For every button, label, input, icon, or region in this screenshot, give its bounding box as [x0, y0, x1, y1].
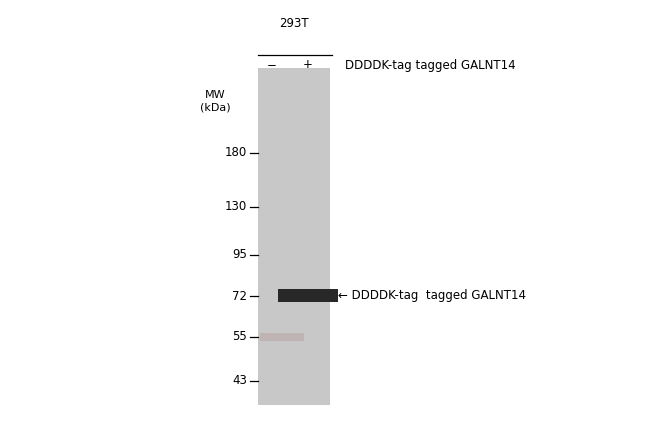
Text: ← DDDDK-tag  tagged GALNT14: ← DDDDK-tag tagged GALNT14: [338, 289, 526, 301]
Bar: [278, 289, 338, 301]
Text: MW
(kDa): MW (kDa): [200, 90, 230, 112]
Text: 95: 95: [232, 249, 247, 262]
Text: 72: 72: [232, 289, 247, 303]
Text: 55: 55: [232, 330, 247, 344]
Text: 130: 130: [225, 200, 247, 214]
Text: 180: 180: [225, 146, 247, 160]
Text: 293T: 293T: [280, 17, 309, 30]
Text: +: +: [303, 59, 313, 71]
Text: DDDDK-tag tagged GALNT14: DDDDK-tag tagged GALNT14: [345, 59, 515, 71]
Text: 43: 43: [232, 374, 247, 387]
Text: −: −: [267, 59, 277, 71]
Bar: [260, 333, 304, 341]
Bar: [258, 68, 330, 405]
